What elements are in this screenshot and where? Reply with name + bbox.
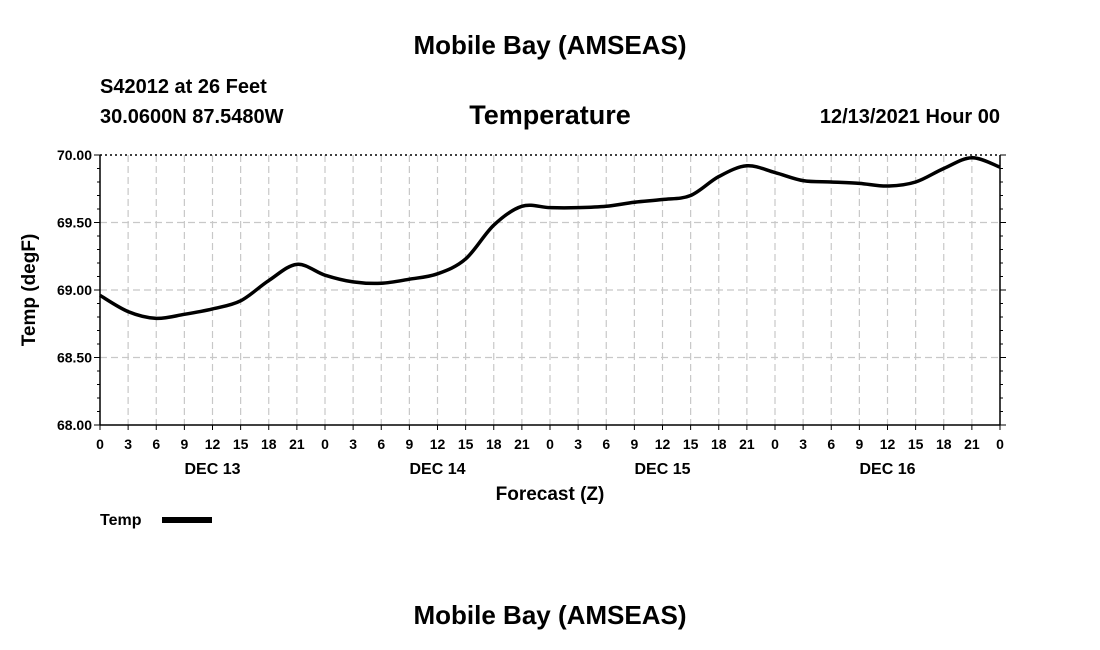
x-tick-label: 0 (321, 436, 329, 452)
x-tick-label: 21 (289, 436, 305, 452)
chart-title: Mobile Bay (AMSEAS) (413, 30, 687, 60)
footer-title: Mobile Bay (AMSEAS) (413, 600, 687, 630)
x-tick-label: 18 (936, 436, 952, 452)
x-tick-label: 3 (124, 436, 132, 452)
day-label: DEC 13 (184, 461, 240, 478)
y-tick-label: 68.50 (57, 350, 92, 366)
x-tick-label: 9 (855, 436, 863, 452)
x-axis-title: Forecast (Z) (496, 484, 605, 505)
x-tick-label: 15 (908, 436, 924, 452)
day-label: DEC 14 (409, 461, 465, 478)
x-tick-label: 21 (739, 436, 755, 452)
y-tick-label: 69.50 (57, 215, 92, 231)
x-tick-label: 18 (711, 436, 727, 452)
series-line-temp (99, 155, 1001, 321)
x-tick-label: 9 (405, 436, 413, 452)
x-tick-label: 15 (458, 436, 474, 452)
x-tick-label: 12 (205, 436, 221, 452)
x-tick-label: 15 (233, 436, 249, 452)
x-tick-label: 0 (996, 436, 1004, 452)
x-tick-label: 3 (574, 436, 582, 452)
station-label: S42012 at 26 Feet (100, 76, 267, 98)
x-tick-label: 12 (655, 436, 671, 452)
x-tick-label: 0 (546, 436, 554, 452)
day-label: DEC 16 (859, 461, 915, 478)
x-tick-label: 6 (602, 436, 610, 452)
x-tick-label: 12 (880, 436, 896, 452)
y-tick-label: 69.00 (57, 282, 92, 298)
x-tick-label: 6 (827, 436, 835, 452)
y-tick-label: 70.00 (57, 147, 92, 163)
x-tick-label: 21 (964, 436, 980, 452)
y-tick-label: 68.00 (57, 417, 92, 433)
variable-title: Temperature (469, 100, 631, 130)
x-tick-label: 0 (771, 436, 779, 452)
x-tick-label: 3 (349, 436, 357, 452)
x-tick-label: 18 (261, 436, 277, 452)
x-tick-label: 18 (486, 436, 502, 452)
forecast-date-label: 12/13/2021 Hour 00 (819, 106, 1000, 128)
x-tick-label: 9 (180, 436, 188, 452)
x-tick-label: 0 (96, 436, 104, 452)
x-tick-label: 21 (514, 436, 530, 452)
x-tick-label: 9 (630, 436, 638, 452)
x-tick-label: 6 (377, 436, 385, 452)
x-tick-label: 6 (152, 436, 160, 452)
x-tick-label: 12 (430, 436, 446, 452)
day-label: DEC 15 (634, 461, 690, 478)
legend-label: Temp (100, 512, 142, 529)
x-tick-label: 15 (683, 436, 699, 452)
y-axis-title: Temp (degF) (19, 234, 40, 347)
coordinates-label: 30.0600N 87.5480W (100, 106, 284, 128)
x-tick-label: 3 (799, 436, 807, 452)
